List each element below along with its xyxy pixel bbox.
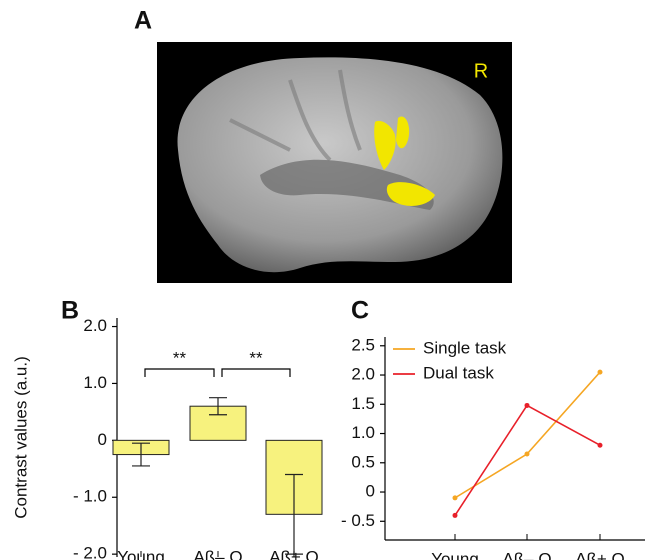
hemisphere-label: R <box>474 60 488 82</box>
x-tick-label: Aß– O <box>502 549 551 560</box>
significance-label: ** <box>249 348 263 367</box>
point <box>598 443 603 448</box>
series-line <box>455 372 600 498</box>
y-tick-label: - 2.0 <box>73 544 107 560</box>
x-tick-label: Young <box>431 549 479 560</box>
significance-bracket <box>145 369 214 377</box>
panel-label: C <box>351 297 369 325</box>
y-axis-label: Contrast values (a.u.) <box>11 356 30 519</box>
x-tick-label: Aß+ O <box>575 549 625 560</box>
significance-bracket <box>222 369 290 377</box>
point <box>525 403 530 408</box>
y-tick-label: 0.5 <box>351 452 375 471</box>
panel-label: A <box>134 7 152 35</box>
point <box>598 370 603 375</box>
y-tick-label: 1.5 <box>351 394 375 413</box>
y-tick-label: - 0.5 <box>341 511 375 530</box>
legend-label: Dual task <box>423 363 494 382</box>
significance-label: ** <box>173 348 187 367</box>
y-tick-label: - 1.0 <box>73 487 107 506</box>
y-tick-label: 1.0 <box>83 373 107 392</box>
y-tick-label: 2.5 <box>351 335 375 354</box>
figure: A R 2.0 1.0 0 - 1.0 - 2.0 Young Aß– O Aß+ O B Con… <box>0 0 645 560</box>
point <box>525 452 530 457</box>
y-tick-label: 2.0 <box>83 316 107 335</box>
panel-label: B <box>61 297 79 325</box>
point <box>453 495 458 500</box>
point <box>453 513 458 518</box>
legend-label: Single task <box>423 338 507 357</box>
y-tick-label: 1.0 <box>351 423 375 442</box>
y-tick-label: 2.0 <box>351 365 375 384</box>
y-tick-label: 0 <box>366 482 375 501</box>
y-tick-label: 0 <box>98 430 107 449</box>
series-line <box>455 405 600 515</box>
